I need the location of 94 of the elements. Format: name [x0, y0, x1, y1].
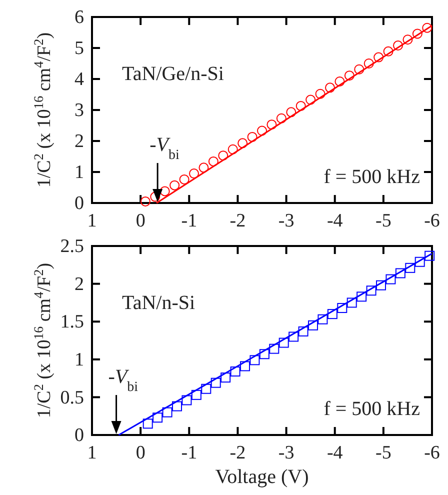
point [182, 395, 192, 406]
point [337, 302, 348, 313]
point [334, 76, 345, 86]
point [308, 320, 318, 330]
y-tick-label: 2 [74, 131, 84, 152]
x-tick-label: 0 [136, 442, 146, 464]
point [393, 40, 403, 51]
point [288, 332, 299, 342]
point [386, 274, 396, 284]
point [278, 338, 289, 348]
point [170, 180, 180, 190]
point [395, 268, 406, 278]
point [162, 407, 172, 418]
point [189, 168, 199, 179]
point [346, 298, 357, 308]
point [250, 355, 260, 366]
point [402, 34, 413, 45]
x-tick-label: -2 [230, 210, 246, 232]
point [298, 326, 308, 336]
point [318, 314, 328, 324]
point [247, 132, 258, 142]
point [412, 28, 422, 39]
point [238, 138, 248, 148]
point [152, 412, 163, 423]
annotation: f = 500 kHz [324, 398, 420, 420]
point [276, 113, 286, 124]
point [405, 262, 416, 273]
point [230, 366, 240, 376]
point [424, 250, 435, 261]
x-axis-title: Voltage (V) [215, 466, 309, 488]
point [150, 192, 160, 202]
point [376, 280, 386, 290]
point [240, 361, 250, 372]
point [364, 58, 374, 68]
point [422, 22, 432, 33]
y-tick-label: 2 [74, 274, 84, 295]
x-tick-label: 0 [136, 210, 146, 232]
y-tick-label: 5 [74, 38, 84, 60]
point [374, 52, 384, 62]
point [315, 88, 326, 99]
annotation: f = 500 kHz [324, 166, 420, 188]
y-tick-label: 1 [74, 162, 84, 184]
x-tick-label: -4 [326, 442, 344, 464]
y-tick-label: 4 [74, 69, 84, 90]
annotation: -V$_{bi}$ [150, 134, 180, 162]
point [140, 196, 150, 206]
point [201, 384, 212, 394]
point [257, 126, 267, 136]
point [191, 390, 202, 400]
point [383, 46, 394, 56]
point [228, 144, 238, 154]
annotation: TaN/n-Si [122, 292, 196, 314]
point [356, 292, 367, 302]
y-tick-label: 1.5 [60, 312, 84, 333]
x-tick-label: -1 [181, 210, 198, 232]
y-tick-label: 3 [74, 100, 84, 122]
point [306, 94, 316, 105]
point [366, 286, 376, 296]
point [172, 401, 182, 412]
point [344, 70, 354, 81]
point [259, 349, 270, 360]
point [220, 372, 231, 383]
x-tick-label: -5 [376, 210, 392, 232]
point [286, 107, 296, 118]
point [354, 64, 364, 74]
x-tick-label: -2 [230, 442, 246, 464]
point [218, 150, 228, 161]
point [266, 120, 277, 130]
y-tick-label: 1 [74, 349, 84, 370]
x-tick-label: -3 [278, 210, 294, 232]
x-tick-label: -6 [424, 210, 440, 232]
point [160, 186, 170, 196]
point [327, 309, 338, 320]
point [142, 418, 153, 429]
annotation: -V$_{bi}$ [108, 366, 138, 394]
point [179, 174, 190, 184]
point [210, 378, 221, 388]
y-tick-label: 0.5 [60, 387, 84, 408]
x-tick-label: -5 [376, 442, 392, 464]
x-tick-label: -3 [278, 442, 294, 464]
y-tick-label: 0 [74, 193, 84, 214]
point [414, 256, 425, 267]
point [198, 162, 209, 173]
x-tick-label: -1 [181, 442, 198, 464]
annotation: TaN/Ge/n-Si [122, 63, 224, 85]
point [325, 82, 335, 93]
x-tick-label: -6 [424, 442, 440, 464]
y-tick-label: 2.5 [60, 236, 84, 258]
point [296, 100, 306, 111]
point [208, 156, 218, 166]
x-tick-label: -4 [326, 210, 344, 232]
y-tick-label: 0 [74, 425, 84, 446]
y-tick-label: 6 [74, 7, 84, 28]
point [269, 344, 280, 354]
